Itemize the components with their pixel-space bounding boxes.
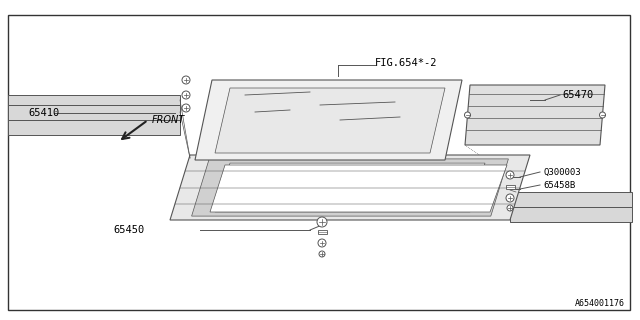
Text: FIG.654*-2: FIG.654*-2 <box>375 58 438 68</box>
Bar <box>8 95 180 105</box>
Circle shape <box>182 104 190 112</box>
Circle shape <box>182 76 190 84</box>
Bar <box>506 185 515 189</box>
Circle shape <box>317 217 327 227</box>
Polygon shape <box>215 163 485 212</box>
Circle shape <box>465 112 470 118</box>
Text: FRONT: FRONT <box>152 115 185 125</box>
Bar <box>317 230 326 234</box>
Polygon shape <box>195 80 462 160</box>
Circle shape <box>318 239 326 247</box>
Bar <box>510 192 632 207</box>
Circle shape <box>506 194 514 202</box>
Bar <box>510 207 632 222</box>
Bar <box>8 105 180 120</box>
Text: 65410: 65410 <box>28 108 60 118</box>
Circle shape <box>507 205 513 211</box>
Polygon shape <box>215 88 445 153</box>
Bar <box>8 120 180 135</box>
Polygon shape <box>191 159 508 216</box>
Circle shape <box>600 112 605 118</box>
Circle shape <box>506 171 514 179</box>
Circle shape <box>319 251 325 257</box>
Text: Q300003: Q300003 <box>543 167 580 177</box>
Polygon shape <box>210 165 507 212</box>
Text: A654001176: A654001176 <box>575 299 625 308</box>
Text: 65470: 65470 <box>562 90 593 100</box>
Text: 65458B: 65458B <box>543 180 575 189</box>
Text: 65450: 65450 <box>114 225 145 235</box>
Circle shape <box>182 91 190 99</box>
Polygon shape <box>170 155 530 220</box>
Polygon shape <box>465 85 605 145</box>
